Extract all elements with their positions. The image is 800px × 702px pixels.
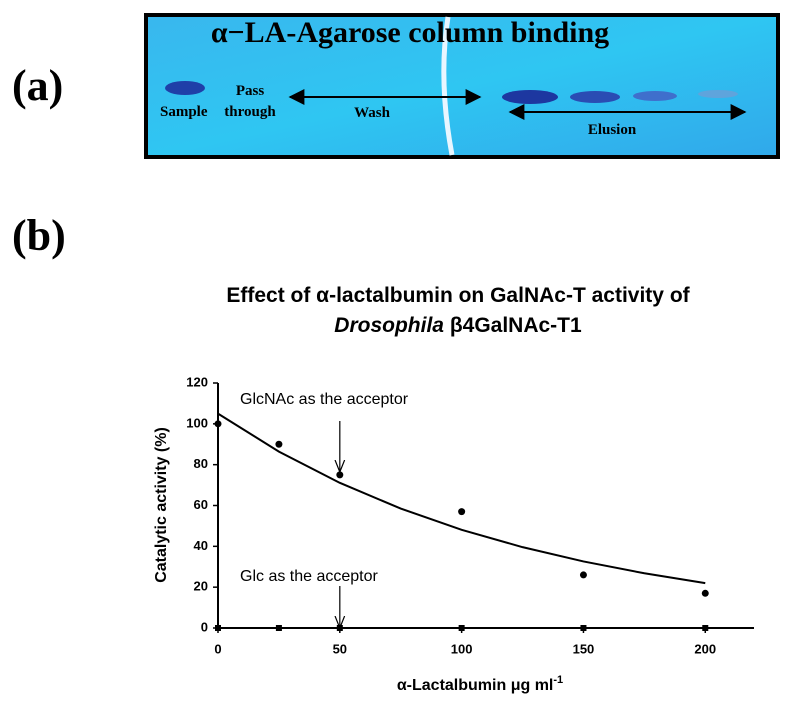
y-tick-label: 40 — [194, 538, 208, 553]
gel-image — [144, 13, 780, 159]
x-tick-label: 0 — [214, 641, 221, 656]
y-tick-label: 0 — [201, 619, 208, 634]
x-axis-label: -1 — [553, 674, 563, 686]
annotation: GlcNAc as the acceptor — [240, 391, 409, 408]
data-point — [275, 625, 282, 631]
gel-label: through — [224, 104, 276, 120]
gel-label: Wash — [354, 105, 391, 121]
data-point — [701, 589, 709, 597]
chart-title: Effect of α-lactalbumin on GalNAc-T acti… — [226, 284, 690, 307]
chart-title: Drosophila β4GalNAc-T1 — [334, 314, 582, 337]
gel-label: Elusion — [588, 122, 637, 138]
y-tick-label: 120 — [186, 374, 208, 389]
chart-title: β4GalNAc-T1 — [444, 314, 582, 337]
annotation: Glc as the acceptor — [240, 568, 379, 585]
y-tick-label: 80 — [194, 456, 208, 471]
x-axis-label: α-Lactalbumin μg ml-1 — [397, 674, 563, 694]
chart-title: Drosophila — [334, 314, 444, 337]
data-point — [458, 625, 465, 631]
panel-label: (b) — [12, 211, 66, 260]
x-tick-label: 50 — [333, 641, 347, 656]
y-tick-label: 100 — [186, 415, 208, 430]
data-point — [215, 625, 221, 631]
data-point — [702, 625, 709, 631]
gel-title: α−LA-Agarose column binding — [211, 16, 609, 49]
x-tick-label: 200 — [694, 641, 716, 656]
gel-label: Sample — [160, 104, 208, 120]
data-point — [275, 440, 283, 448]
data-point — [579, 571, 587, 579]
data-point — [458, 508, 466, 516]
x-tick-label: 100 — [451, 641, 473, 656]
gel-label: Pass — [236, 83, 265, 99]
panel-label: (a) — [12, 61, 63, 110]
data-point — [214, 420, 222, 428]
x-axis-label: α-Lactalbumin μg ml — [397, 677, 554, 694]
trendline — [217, 412, 706, 585]
x-tick-label: 150 — [573, 641, 595, 656]
y-tick-label: 60 — [194, 497, 208, 512]
y-tick-label: 20 — [194, 579, 208, 594]
y-axis-label: Catalytic activity (%) — [153, 427, 170, 583]
data-point — [580, 625, 587, 631]
data-point — [336, 471, 344, 479]
